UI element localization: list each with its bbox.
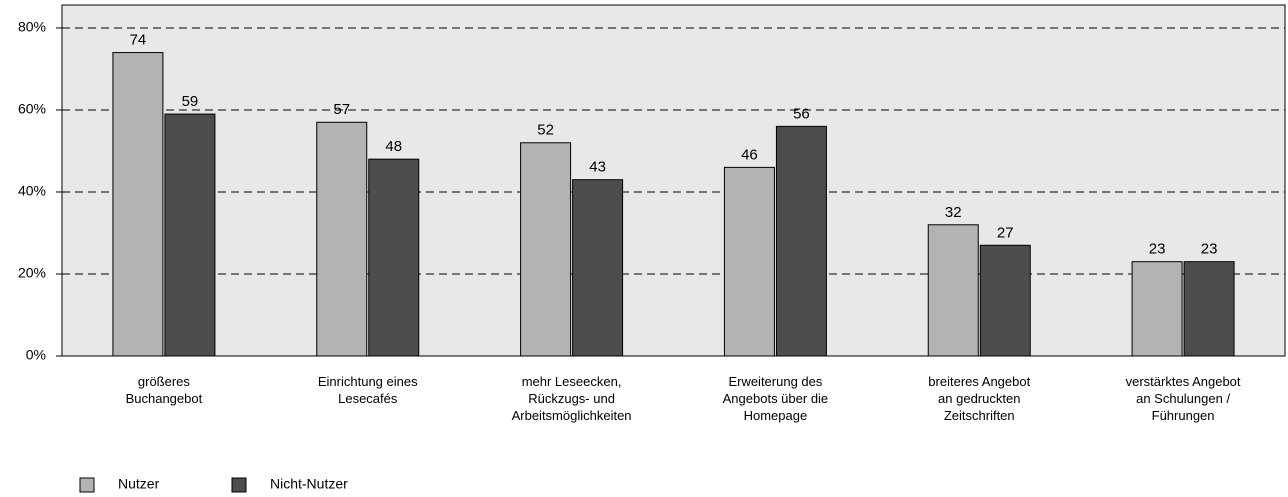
x-tick-label: breiteres Angebot an gedruckten Zeitschrif… — [928, 374, 1030, 423]
x-tick-label-line: größeres — [138, 374, 191, 389]
legend-swatch — [231, 477, 247, 493]
x-tick-label: größeres Buchangebot — [126, 374, 203, 406]
x-tick-label-line: Führungen — [1152, 408, 1215, 423]
bar — [775, 125, 827, 357]
legend-swatch — [79, 477, 95, 493]
value-label: 59 — [182, 93, 199, 110]
value-label: 74 — [130, 32, 147, 49]
x-tick-label-line: Angebots über die — [723, 391, 829, 406]
x-tick-label-line: an gedruckten — [938, 391, 1020, 406]
plot-area — [61, 4, 1286, 357]
value-label: 57 — [333, 101, 350, 118]
x-tick-label-line: mehr Leseecken, — [522, 374, 622, 389]
x-tick-label-line: verstärktes Angebot — [1126, 374, 1241, 389]
x-tick-label: verstärktes Angebot an Schulungen / Führun… — [1126, 374, 1241, 423]
bar — [979, 244, 1031, 357]
x-tick-label: mehr Leseecken, Rückzugs- und Arbeitsmögli… — [512, 374, 632, 423]
value-label: 52 — [537, 122, 554, 139]
value-label: 23 — [1149, 241, 1166, 258]
value-label: 43 — [589, 159, 606, 176]
value-label: 48 — [385, 138, 402, 155]
y-tick-label: 60% — [18, 101, 46, 117]
x-tick-label-line: Einrichtung eines — [318, 374, 418, 389]
value-label: 23 — [1201, 241, 1218, 258]
y-tick-label: 40% — [18, 183, 46, 199]
x-tick-label: Einrichtung eines Lesecafés — [318, 374, 418, 406]
bar — [316, 121, 368, 357]
value-label: 27 — [997, 224, 1014, 241]
bar — [368, 158, 420, 357]
legend-label: Nicht-Nutzer — [270, 476, 348, 492]
bar — [520, 142, 572, 357]
x-tick-label: Erweiterung des Angebots über die Homepage — [723, 374, 829, 423]
bar — [723, 166, 775, 357]
bar — [112, 52, 164, 357]
legend-label: Nutzer — [118, 476, 160, 492]
bar — [1183, 261, 1235, 357]
x-tick-label-line: breiteres Angebot — [928, 374, 1030, 389]
value-label: 56 — [793, 105, 810, 122]
x-tick-label-line: an Schulungen / — [1136, 391, 1230, 406]
bar — [572, 179, 624, 357]
x-tick-label-line: Homepage — [744, 408, 808, 423]
x-tick-label-line: Lesecafés — [338, 391, 398, 406]
bar — [927, 224, 979, 357]
value-label: 46 — [741, 146, 758, 163]
y-tick-label: 0% — [26, 347, 46, 363]
bar — [1131, 261, 1183, 357]
x-tick-label-line: Rückzugs- und — [528, 391, 615, 406]
y-tick-label: 20% — [18, 265, 46, 281]
x-tick-label-line: Erweiterung des — [728, 374, 822, 389]
x-tick-label-line: Buchangebot — [126, 391, 203, 406]
bar — [164, 113, 216, 357]
value-label: 32 — [945, 204, 962, 221]
y-tick-label: 80% — [18, 19, 46, 35]
x-tick-label-line: Arbeitsmöglichkeiten — [512, 408, 632, 423]
x-tick-label-line: Zeitschriften — [944, 408, 1015, 423]
